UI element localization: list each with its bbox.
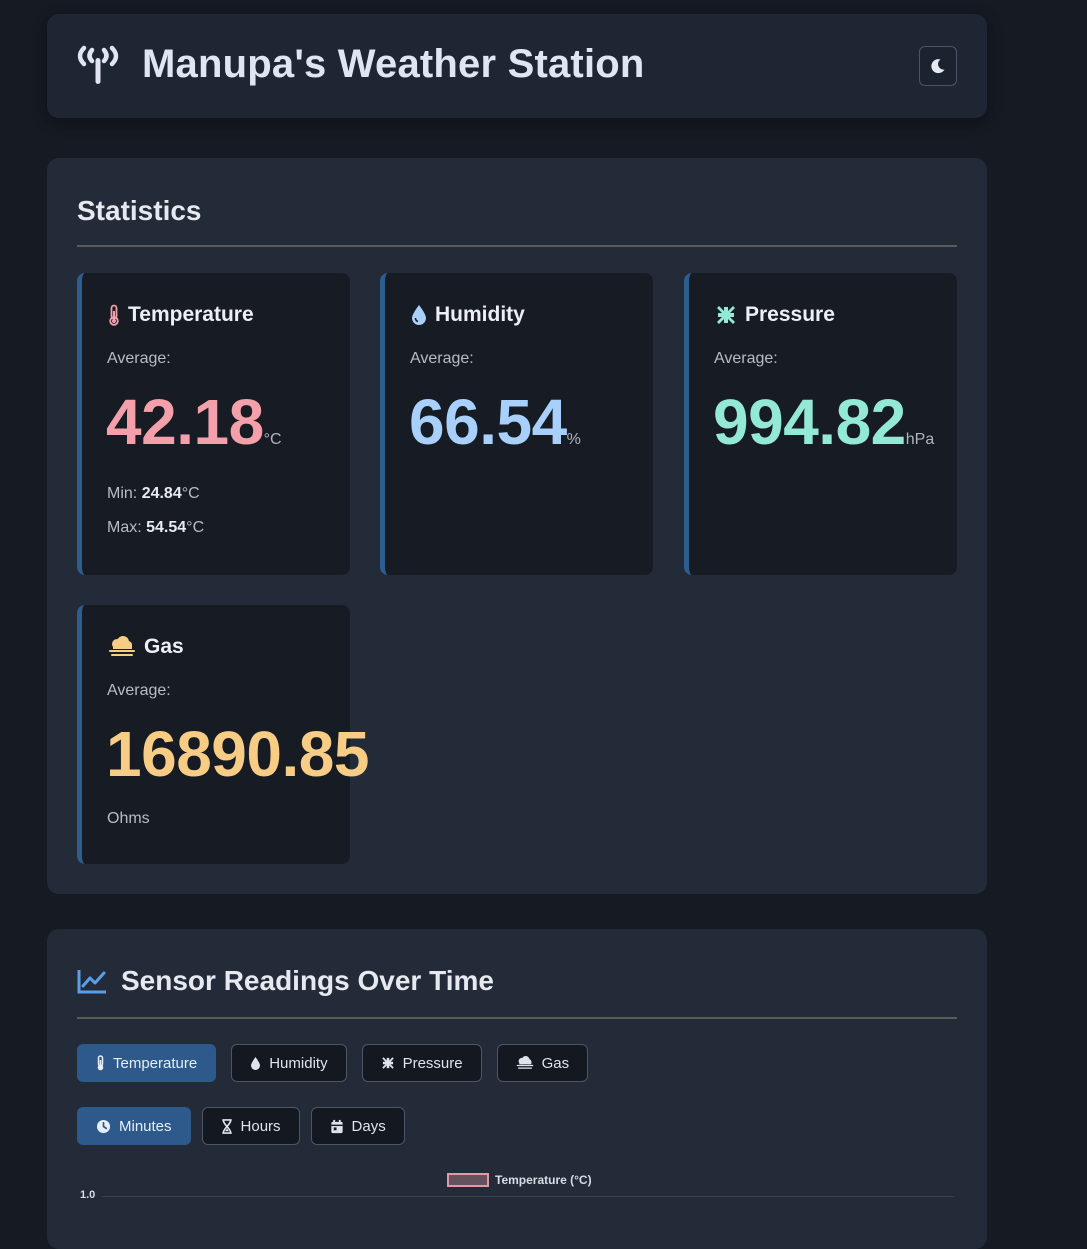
pressure-card-title: Pressure [715,303,835,327]
gas-average-label: Average: [107,682,171,699]
chart-line-icon [77,970,106,994]
tab-hours-label: Hours [240,1117,281,1135]
chart-grid-line [102,1196,954,1197]
clock-icon [96,1119,111,1133]
temperature-card-title: Temperature [108,303,254,327]
min-label: Min: [107,485,138,502]
pressure-label: Pressure [745,303,835,326]
moon-icon [931,59,945,74]
gas-card-title: Gas [108,635,184,659]
chart-title: Sensor Readings Over Time [121,965,494,996]
tab-hours[interactable]: Hours [201,1107,300,1145]
pressure-unit: hPa [905,431,935,448]
gas-card: Gas Average: 16890.85 Ohms [77,605,369,864]
humidity-card-title: Humidity [411,303,525,327]
thermometer-icon [97,1055,104,1071]
statistics-title: Statistics [77,195,202,226]
y-axis-tick: 1.0 [80,1189,96,1201]
temperature-max: Max: 54.54°C [107,519,204,537]
humidity-unit: % [566,431,581,448]
compress-icon [381,1057,394,1069]
app-header: Manupa's Weather Station [47,14,987,118]
thermometer-icon [109,304,119,326]
page-title: Manupa's Weather Station [142,42,645,86]
droplet-icon [412,305,426,325]
antenna-icon [77,45,119,84]
tab-minutes[interactable]: Minutes [77,1107,191,1145]
calendar-icon [330,1119,343,1133]
min-unit: °C [181,485,200,502]
pressure-average-value: 994.82hPa [713,385,934,459]
hourglass-icon [221,1118,232,1134]
legend-label: Temperature (°C) [495,1173,592,1187]
temperature-average-label: Average: [107,350,171,367]
chart-legend[interactable]: Temperature (°C) [447,1173,592,1187]
tab-gas[interactable]: Gas [496,1044,589,1082]
temperature-average-value: 42.18°C [106,385,282,459]
tab-gas-label: Gas [541,1054,570,1072]
gas-unit: Ohms [107,810,150,827]
max-label: Max: [107,519,142,536]
humidity-average-label: Average: [410,350,474,367]
tab-humidity-label: Humidity [269,1054,328,1072]
tab-humidity[interactable]: Humidity [231,1044,347,1082]
statistics-panel: Statistics Temperature Average: 42.18°C … [47,158,987,894]
min-value: 24.84 [141,485,182,502]
droplet-icon [251,1056,261,1070]
tab-temperature[interactable]: Temperature [77,1044,217,1082]
pressure-value: 994.82 [713,386,906,458]
gas-label: Gas [144,635,184,658]
range-tabs: Minutes Hours Days [77,1107,405,1145]
smog-icon [516,1056,533,1069]
max-unit: °C [186,519,205,536]
pressure-average-label: Average: [714,350,778,367]
tab-pressure-label: Pressure [402,1054,463,1072]
temperature-unit: °C [263,431,282,448]
smog-icon [109,636,135,656]
humidity-value: 66.54 [409,386,567,458]
sensor-tabs: Temperature Humidity Pressure [77,1044,589,1082]
compress-icon [717,306,735,324]
pressure-card: Pressure Average: 994.82hPa [684,273,957,575]
statistics-divider [77,245,957,247]
tab-temperature-label: Temperature [113,1054,198,1072]
theme-toggle-button[interactable] [919,46,957,86]
chart-divider [77,1017,957,1019]
humidity-average-value: 66.54% [409,385,581,459]
humidity-label: Humidity [435,303,525,326]
temperature-label: Temperature [128,303,254,326]
chart-panel: Sensor Readings Over Time Temperature Hu… [47,929,987,1249]
tab-pressure[interactable]: Pressure [361,1044,482,1082]
temperature-card: Temperature Average: 42.18°C Min: 24.84°… [77,273,350,575]
tab-minutes-label: Minutes [119,1117,172,1135]
chart-title-row: Sensor Readings Over Time [77,965,494,997]
gas-average-value: 16890.85 [106,717,369,791]
tab-days-label: Days [351,1117,386,1135]
humidity-card: Humidity Average: 66.54% [380,273,653,575]
temperature-value: 42.18 [106,386,264,458]
max-value: 54.54 [146,519,187,536]
legend-swatch [447,1173,489,1187]
temperature-min: Min: 24.84°C [107,485,200,503]
gas-value: 16890.85 [106,718,369,790]
tab-days[interactable]: Days [310,1107,405,1145]
